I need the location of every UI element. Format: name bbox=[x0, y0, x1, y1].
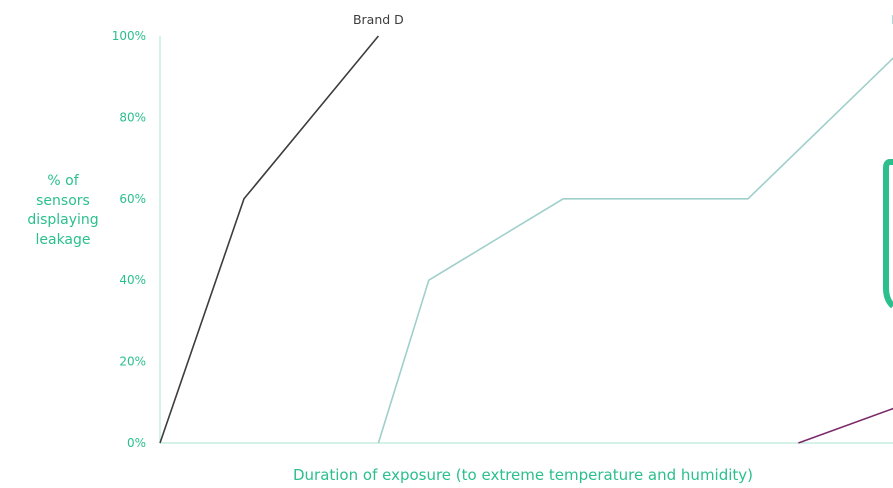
y-tick-label: 100% bbox=[112, 29, 146, 43]
y-tick-label: 80% bbox=[119, 110, 146, 124]
y-tick-label: 60% bbox=[119, 192, 146, 206]
chart-axes bbox=[159, 36, 893, 444]
y-axis-title-line-1: % of bbox=[47, 173, 79, 189]
series-label-brand-d: Brand D bbox=[353, 12, 404, 27]
series-line-unlabeled bbox=[798, 407, 893, 444]
series-line-brand-d bbox=[159, 35, 380, 444]
y-axis-title-line-2: sensors bbox=[36, 193, 90, 209]
x-axis-title: Duration of exposure (to extreme tempera… bbox=[293, 466, 753, 484]
series-labels: Brand D Brand C bbox=[353, 12, 893, 27]
y-tick-labels: 0% 20% 40% 60% 80% 100% bbox=[112, 29, 146, 450]
y-axis-title: % of sensors displaying leakage bbox=[27, 173, 98, 248]
series-line-brand-c bbox=[377, 57, 893, 444]
y-tick-label: 20% bbox=[119, 355, 146, 369]
series-lines bbox=[159, 35, 893, 444]
y-axis-title-line-4: leakage bbox=[35, 232, 90, 248]
y-axis-title-line-3: displaying bbox=[27, 212, 98, 228]
series-label-brand-c: Brand C bbox=[891, 12, 893, 27]
accent-bracket-shape bbox=[883, 159, 893, 309]
y-tick-label: 40% bbox=[119, 273, 146, 287]
y-tick-label: 0% bbox=[127, 436, 146, 450]
